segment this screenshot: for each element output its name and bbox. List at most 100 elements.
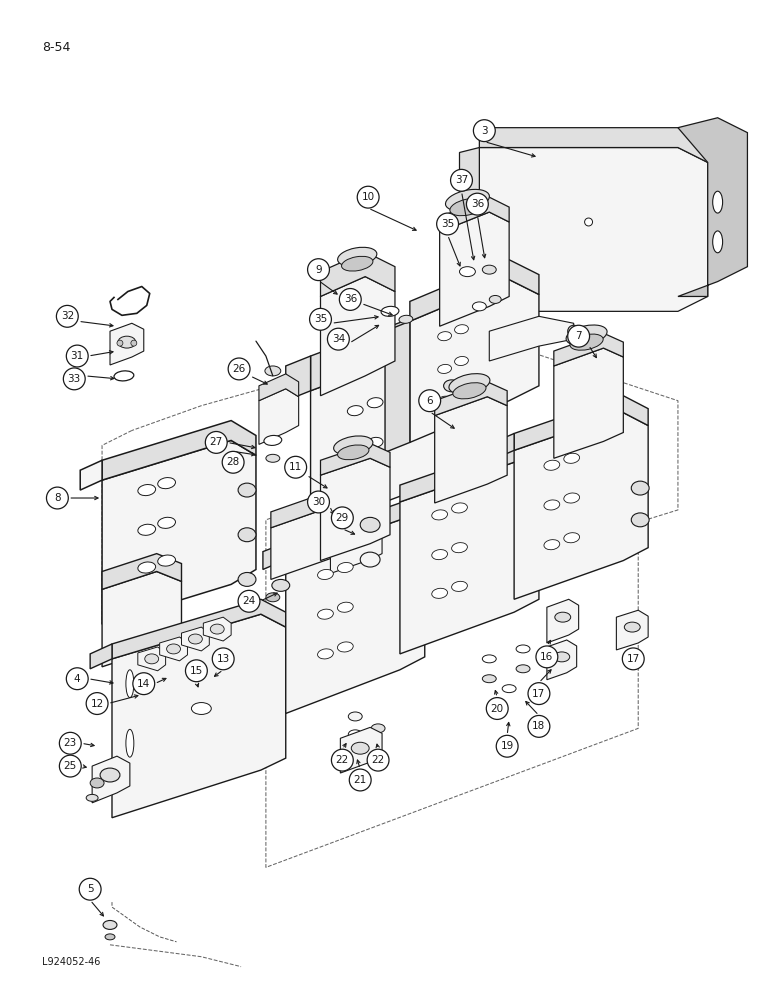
Ellipse shape <box>432 588 448 598</box>
Ellipse shape <box>566 325 607 345</box>
Ellipse shape <box>105 934 115 940</box>
Polygon shape <box>547 640 576 680</box>
Ellipse shape <box>342 256 373 271</box>
Ellipse shape <box>438 364 452 373</box>
Ellipse shape <box>100 768 120 782</box>
Circle shape <box>349 769 371 791</box>
Ellipse shape <box>455 388 469 397</box>
Text: 11: 11 <box>289 462 303 472</box>
Text: 18: 18 <box>532 721 545 731</box>
Text: 32: 32 <box>61 311 74 321</box>
Circle shape <box>222 451 244 473</box>
Ellipse shape <box>713 191 722 213</box>
Ellipse shape <box>167 644 180 654</box>
Ellipse shape <box>117 340 123 346</box>
Circle shape <box>496 735 518 757</box>
Circle shape <box>486 698 508 719</box>
Ellipse shape <box>564 493 580 503</box>
Circle shape <box>528 683 550 705</box>
Polygon shape <box>440 212 509 326</box>
Text: 21: 21 <box>353 775 367 785</box>
Ellipse shape <box>238 483 256 497</box>
Polygon shape <box>321 443 390 475</box>
Ellipse shape <box>459 267 475 277</box>
Ellipse shape <box>349 712 362 721</box>
Circle shape <box>66 345 88 367</box>
Polygon shape <box>310 346 459 530</box>
Ellipse shape <box>455 325 469 334</box>
Ellipse shape <box>86 794 98 801</box>
Text: 5: 5 <box>87 884 94 894</box>
Polygon shape <box>182 627 209 651</box>
Text: 12: 12 <box>90 699 104 709</box>
Circle shape <box>357 186 379 208</box>
Text: 30: 30 <box>312 497 325 507</box>
Text: 4: 4 <box>74 674 80 684</box>
Polygon shape <box>271 507 349 579</box>
Polygon shape <box>259 389 299 444</box>
Polygon shape <box>385 321 410 452</box>
Ellipse shape <box>238 528 256 542</box>
Circle shape <box>205 431 227 453</box>
Polygon shape <box>285 503 425 560</box>
Text: 35: 35 <box>314 314 327 324</box>
Ellipse shape <box>349 730 362 739</box>
Text: 15: 15 <box>190 666 203 676</box>
Ellipse shape <box>432 550 448 560</box>
Polygon shape <box>310 311 459 391</box>
Circle shape <box>47 487 69 509</box>
Ellipse shape <box>238 572 256 586</box>
Circle shape <box>133 673 154 695</box>
Ellipse shape <box>338 642 353 652</box>
Circle shape <box>332 749 353 771</box>
Ellipse shape <box>444 425 459 436</box>
Ellipse shape <box>555 612 571 622</box>
Text: 17: 17 <box>532 689 545 699</box>
Ellipse shape <box>347 406 363 416</box>
Ellipse shape <box>564 533 580 543</box>
Ellipse shape <box>438 396 452 405</box>
Ellipse shape <box>118 336 136 348</box>
Circle shape <box>66 668 88 690</box>
Circle shape <box>56 305 78 327</box>
Ellipse shape <box>452 503 467 513</box>
Circle shape <box>536 646 558 668</box>
Text: 26: 26 <box>232 364 246 374</box>
Text: L924052-46: L924052-46 <box>42 957 101 967</box>
Polygon shape <box>410 260 539 321</box>
Circle shape <box>310 308 332 330</box>
Circle shape <box>622 648 644 670</box>
Ellipse shape <box>449 374 490 394</box>
Ellipse shape <box>631 513 649 527</box>
Ellipse shape <box>138 562 156 573</box>
Text: 36: 36 <box>344 294 357 304</box>
Text: 28: 28 <box>226 457 239 467</box>
Ellipse shape <box>544 500 560 510</box>
Polygon shape <box>489 316 573 361</box>
Text: 22: 22 <box>371 755 385 765</box>
Ellipse shape <box>544 540 560 550</box>
Ellipse shape <box>126 729 134 757</box>
Circle shape <box>328 328 349 350</box>
Text: 3: 3 <box>481 126 488 136</box>
Ellipse shape <box>584 218 593 226</box>
Ellipse shape <box>564 453 580 463</box>
Circle shape <box>229 358 250 380</box>
Ellipse shape <box>351 742 369 754</box>
Polygon shape <box>340 727 382 773</box>
Circle shape <box>307 259 329 281</box>
Ellipse shape <box>631 481 649 495</box>
Ellipse shape <box>90 778 104 788</box>
Polygon shape <box>480 128 707 162</box>
Polygon shape <box>678 118 747 296</box>
Ellipse shape <box>338 562 353 573</box>
Text: 31: 31 <box>71 351 84 361</box>
Ellipse shape <box>114 371 134 381</box>
Text: 16: 16 <box>541 652 554 662</box>
Ellipse shape <box>138 524 156 535</box>
Ellipse shape <box>445 189 489 211</box>
Ellipse shape <box>502 685 516 693</box>
Ellipse shape <box>126 670 134 698</box>
Ellipse shape <box>399 315 413 323</box>
Polygon shape <box>263 543 285 570</box>
